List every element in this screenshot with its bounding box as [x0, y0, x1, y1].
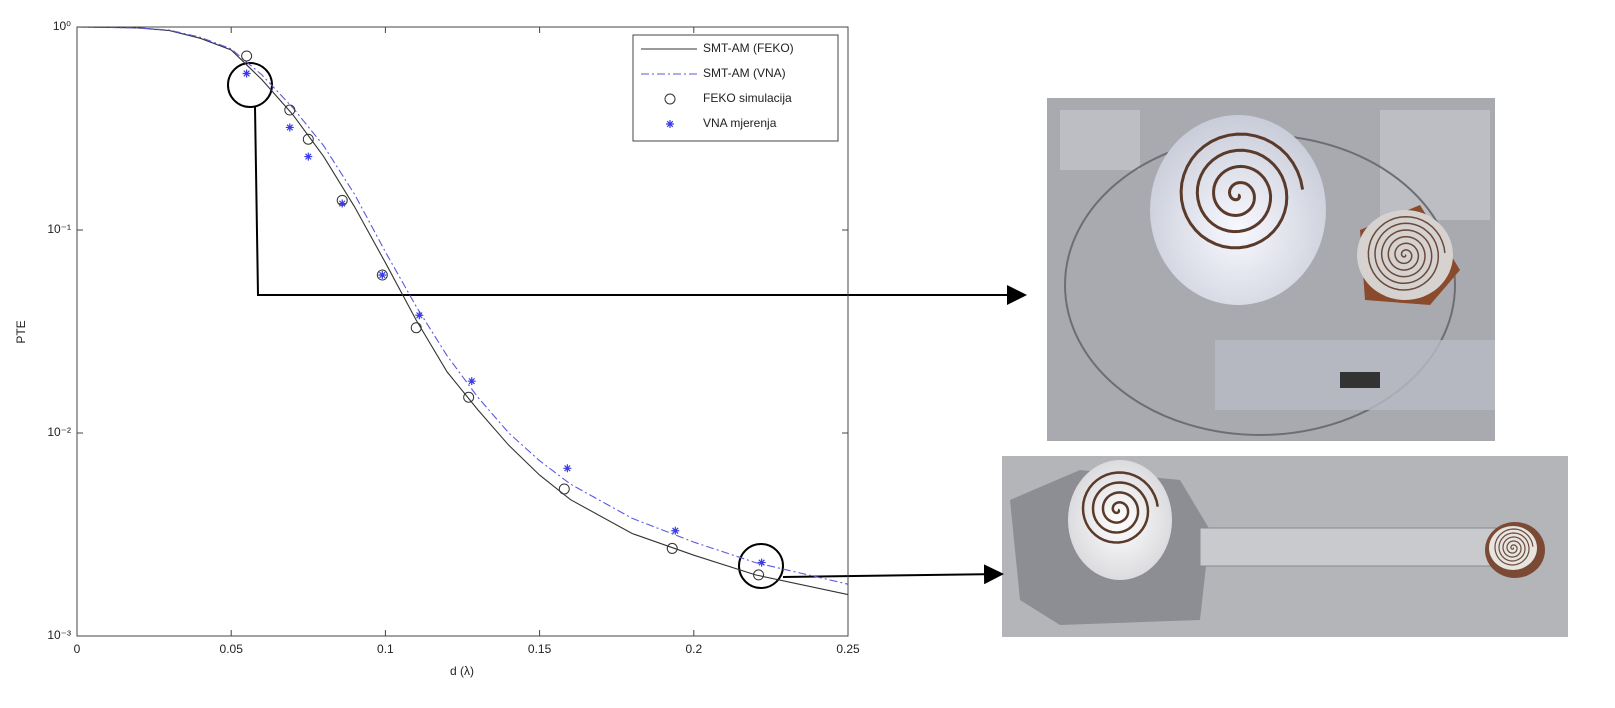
point — [304, 152, 313, 161]
x-tick-label: 0.2 — [685, 642, 702, 656]
point — [666, 542, 678, 554]
plot-frame — [76, 26, 849, 637]
y-tick-label: 10⁰ — [53, 19, 71, 33]
legend-label: VNA mjerenja — [703, 116, 777, 130]
point — [463, 391, 475, 403]
x-tick-label: 0 — [74, 642, 81, 656]
x-tick-label: 0.1 — [377, 642, 394, 656]
point — [558, 483, 570, 495]
point — [415, 311, 424, 320]
point — [410, 322, 422, 334]
photo-bottom — [1002, 456, 1568, 637]
series-line — [76, 26, 849, 596]
point — [338, 199, 347, 208]
legend-label: SMT-AM (FEKO) — [703, 41, 794, 55]
point — [378, 271, 387, 280]
legend-label: FEKO simulacija — [703, 91, 792, 105]
x-axis-label: d (λ) — [450, 664, 474, 678]
legend-symbol — [666, 120, 674, 128]
point — [242, 69, 251, 78]
y-tick-label: 10⁻³ — [47, 628, 71, 642]
y-tick-label: 10⁻¹ — [47, 222, 71, 236]
point — [671, 526, 680, 535]
y-tick-label: 10⁻² — [47, 425, 71, 439]
legend-label: SMT-AM (VNA) — [703, 66, 786, 80]
point — [376, 269, 388, 281]
series-line — [76, 26, 849, 585]
point — [241, 50, 253, 62]
x-tick-label: 0.05 — [220, 642, 244, 656]
point — [302, 133, 314, 145]
x-tick-label: 0.25 — [836, 642, 860, 656]
point — [753, 569, 765, 581]
point — [757, 558, 766, 567]
point — [285, 123, 294, 132]
legend-box — [632, 34, 839, 142]
point — [467, 377, 476, 386]
photo-top — [1047, 98, 1495, 441]
point — [563, 464, 572, 473]
callout — [227, 62, 1027, 589]
point — [284, 104, 296, 116]
x-tick-label: 0.15 — [528, 642, 552, 656]
y-axis-label: PTE — [14, 320, 28, 343]
legend-symbol — [664, 93, 676, 105]
